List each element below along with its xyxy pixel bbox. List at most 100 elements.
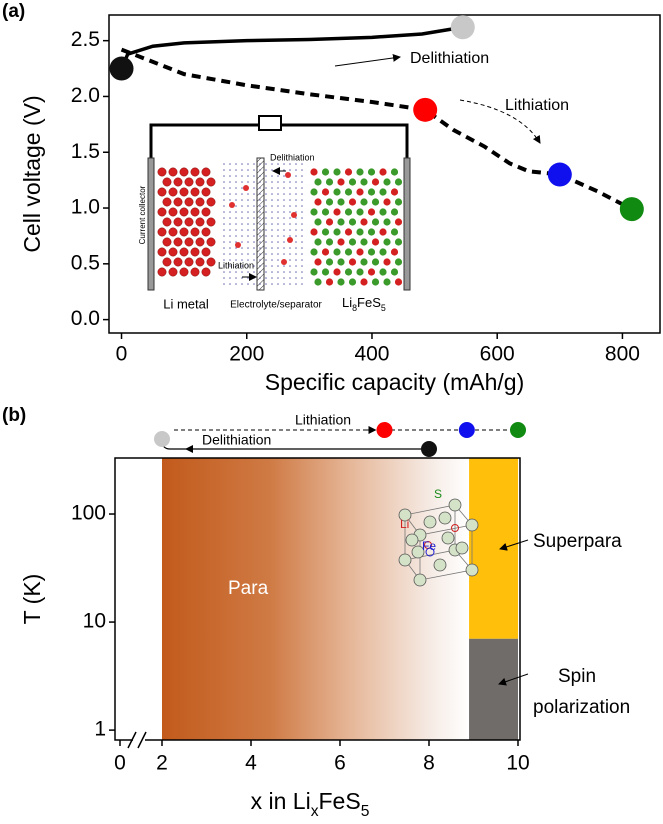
state-marker [109,56,134,81]
li-atom [367,208,376,216]
y-tick-label: 0.5 [71,251,100,274]
s-atom [441,531,455,545]
li-atom [173,197,183,207]
inset-label-part: 8 [352,303,357,313]
current-collector [147,157,155,291]
li-atom [379,168,387,176]
s-atom [360,258,368,266]
li-ion [285,172,291,178]
inset-arrow-label: Delithiation [270,152,315,162]
s-atom [394,258,403,266]
li-atom [195,237,205,247]
li-atom [179,227,189,237]
state-marker [413,97,438,122]
s-atom [383,278,391,286]
s-atom [360,178,368,186]
label-arrow [498,673,529,686]
li-ion [287,237,293,243]
s-atom [337,198,345,206]
s-atom [356,168,364,176]
annotation: Lithiation [295,412,351,428]
s-atom [314,278,322,286]
y-axis-label: Cell voltage (V) [19,95,45,252]
li-atom [356,188,364,196]
x-tick-label: 10 [506,752,529,775]
s-atom [371,218,380,226]
s-atom [438,511,452,525]
li-atom [310,228,318,236]
li-atom [356,248,364,256]
x-tick-label: 200 [229,343,264,366]
label-arrow [499,539,529,551]
s-atom [337,278,345,286]
s-atom [413,573,427,587]
li-atom [344,168,353,176]
x-tick-label: 0 [114,752,126,775]
li-atom [344,228,353,236]
y-tick-label: 1.0 [71,196,100,219]
s-atom [321,168,330,176]
y-tick-label: 2.0 [71,84,100,107]
li-atom [168,207,178,217]
li-atom [157,167,167,177]
phase-region [162,458,470,740]
li-atom [157,227,167,237]
atom-label: Li [400,517,409,531]
inset-schematic: Current collector Delithiation Lithiation L… [138,115,411,311]
collector-label: Current collector [138,185,147,244]
x-axis-label-part: x [311,803,319,820]
li-atom [321,188,330,196]
inset-label: Li8FeS5 [342,295,386,313]
li-atom [173,217,183,227]
li-atom [184,177,194,187]
li-atom [190,267,200,277]
s-atom [465,563,479,577]
li-atom [168,267,178,277]
li-atom [190,187,200,197]
state-marker [450,15,475,40]
s-atom [433,558,447,572]
s-atom [465,518,479,532]
region-label: Spin [558,666,596,687]
li-atom [360,218,368,226]
li-atom [162,217,172,227]
crystal-inset: S Li Fe [398,487,479,587]
s-atom [360,238,368,246]
li-atom [162,197,172,207]
s-atom [348,238,357,246]
phase-region [469,458,518,639]
inset-label-part: 5 [381,303,386,313]
inset-label: Electrolyte/separator [230,300,322,311]
x-tick-label: 2 [156,752,168,775]
s-atom [455,541,469,555]
s-atom [348,178,357,186]
s-atom [398,553,412,567]
li-atom [333,268,341,276]
s-atom [371,258,380,266]
li-atom [184,217,194,227]
inset-arrow-label: Lithiation [218,260,254,270]
li-atom [168,187,178,197]
s-atom [348,278,357,286]
li-atom [168,167,178,177]
li-atom [157,247,167,257]
li-atom [201,207,211,217]
s-atom [310,188,318,196]
li-atom [367,268,376,276]
s-atom [310,208,318,216]
inset-label-part: Li [342,295,352,310]
annotation: Lithiation [505,97,569,114]
s-atom [394,178,403,186]
s-atom [390,208,399,216]
s-atom [321,268,330,276]
region-label: Superpara [533,531,622,552]
y-tick-label: 10 [83,610,106,633]
panel-label: (b) [2,405,26,426]
s-atom [367,228,376,236]
s-atom [360,198,368,206]
s-atom [321,228,330,236]
atom-label: S [434,487,442,501]
s-atom [333,188,341,196]
s-atom [325,258,334,266]
